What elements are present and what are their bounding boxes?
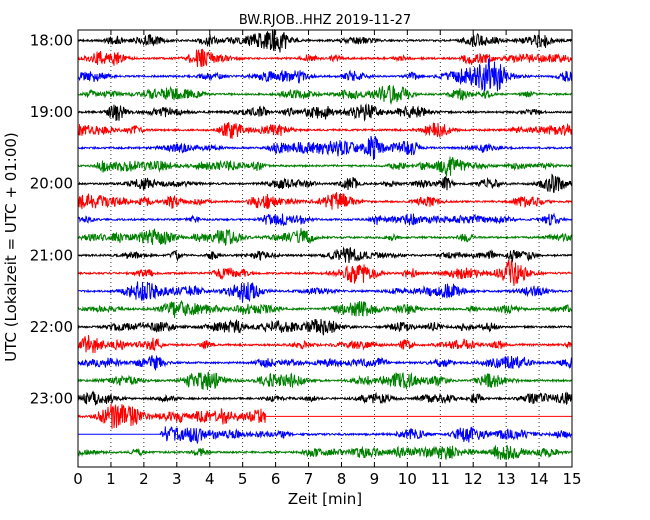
y-axis: 18:00 19:00 20:00 21:00 22:00 23:00 xyxy=(30,32,572,408)
x-tick-label: 7 xyxy=(304,470,314,488)
trace-2115 xyxy=(77,259,573,287)
x-tick-label: 13 xyxy=(497,470,516,488)
x-axis: 0 1 2 3 4 5 6 7 8 9 10 11 12 13 14 15 xyxy=(73,30,582,488)
trace-2230 xyxy=(77,355,573,371)
trace-group xyxy=(77,28,573,461)
plot-frame xyxy=(77,29,573,468)
trace-1930 xyxy=(77,135,573,161)
x-axis-label: Zeit [min] xyxy=(288,490,362,508)
y-tick-label: 21:00 xyxy=(30,246,73,264)
x-tick-label: 3 xyxy=(172,470,182,488)
x-tick-label: 14 xyxy=(530,470,549,488)
x-tick-label: 8 xyxy=(337,470,347,488)
x-tick-label: 0 xyxy=(73,470,83,488)
trace-2330 xyxy=(159,426,573,445)
y-tick-label: 20:00 xyxy=(30,175,73,193)
x-tick-label: 6 xyxy=(271,470,281,488)
trace-1845 xyxy=(77,85,573,106)
x-tick-label: 9 xyxy=(370,470,380,488)
trace-2015 xyxy=(77,192,573,210)
trace-1900 xyxy=(77,102,573,122)
trace-1915 xyxy=(77,122,573,140)
x-tick-label: 10 xyxy=(398,470,417,488)
x-tick-label: 12 xyxy=(464,470,483,488)
x-tick-label: 4 xyxy=(205,470,215,488)
y-tick-label: 22:00 xyxy=(30,318,73,336)
y-axis-label: UTC (Lokalzeit = UTC + 01:00) xyxy=(2,132,20,362)
x-tick-label: 2 xyxy=(139,470,149,488)
trace-1815 xyxy=(77,48,573,67)
x-tick-label: 11 xyxy=(431,470,450,488)
trace-1800 xyxy=(77,28,573,53)
trace-2030 xyxy=(77,212,572,227)
trace-2100 xyxy=(77,246,572,264)
trace-1830 xyxy=(77,57,573,92)
y-tick-label: 23:00 xyxy=(30,390,73,408)
y-tick-label: 19:00 xyxy=(30,103,73,121)
x-tick-label: 1 xyxy=(106,470,116,488)
trace-2130 xyxy=(77,281,573,303)
trace-2145 xyxy=(77,299,573,318)
y-tick-label: 18:00 xyxy=(30,32,73,50)
x-tick-label: 5 xyxy=(238,470,248,488)
trace-2000 xyxy=(77,173,573,194)
trace-1945 xyxy=(77,156,573,177)
trace-2215 xyxy=(77,334,573,354)
grid-lines xyxy=(110,30,540,467)
trace-2045 xyxy=(77,228,573,246)
trace-2200 xyxy=(77,318,573,336)
trace-2245 xyxy=(77,371,573,391)
trace-2345 xyxy=(77,444,573,461)
chart-title: BW.RJOB..HHZ 2019-11-27 xyxy=(239,13,411,28)
trace-2300 xyxy=(77,390,573,406)
x-tick-label: 15 xyxy=(562,470,581,488)
trace-2315 xyxy=(77,403,266,429)
